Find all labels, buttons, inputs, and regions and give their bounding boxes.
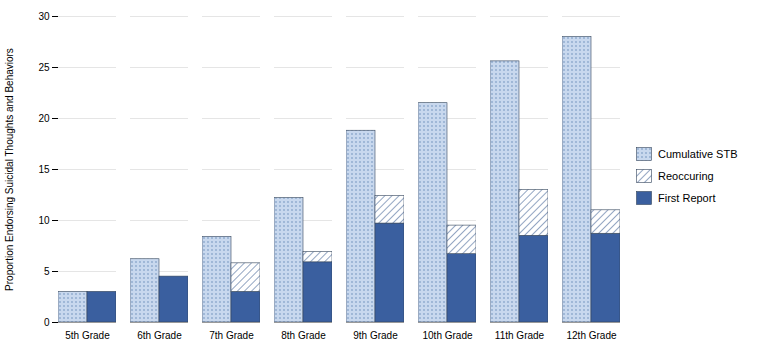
svg-text:9th Grade: 9th Grade	[353, 330, 398, 341]
svg-text:11th Grade: 11th Grade	[495, 330, 545, 341]
html-text:Cumulative STB: Cumulative STB	[658, 148, 738, 160]
svg-text:30: 30	[38, 11, 50, 22]
html-text:First Report: First Report	[658, 192, 716, 204]
svg-text:25: 25	[38, 62, 50, 73]
svg-text:8th Grade: 8th Grade	[281, 330, 326, 341]
svg-text:5th Grade: 5th Grade	[65, 330, 110, 341]
svg-text:10th Grade: 10th Grade	[422, 330, 472, 341]
svg-text:20: 20	[38, 113, 50, 124]
svg-text:15: 15	[38, 164, 50, 175]
svg-text:7th Grade: 7th Grade	[209, 330, 254, 341]
svg-text:5: 5	[44, 266, 50, 277]
html-text:Reoccuring: Reoccuring	[658, 170, 714, 182]
svg-text:6th Grade: 6th Grade	[137, 330, 182, 341]
svg-text:Proportion Endorsing Suicidal: Proportion Endorsing Suicidal Thoughts a…	[4, 48, 15, 291]
svg-text:0: 0	[44, 317, 50, 328]
svg-text:12th Grade: 12th Grade	[566, 330, 616, 341]
svg-text:10: 10	[38, 215, 50, 226]
